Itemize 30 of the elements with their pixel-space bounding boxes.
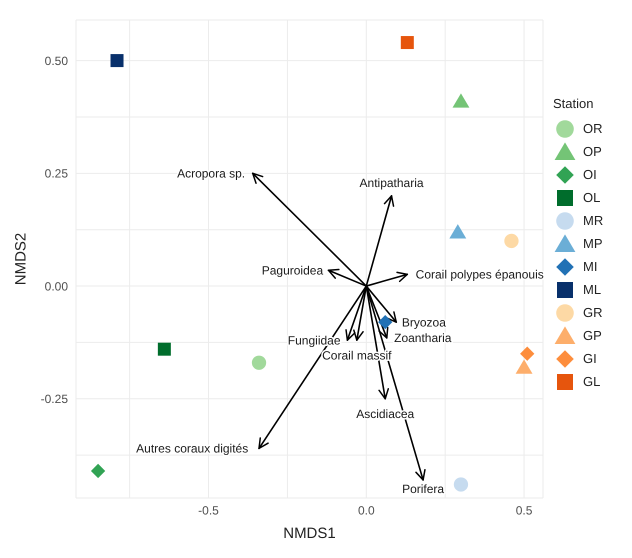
y-tick-label: 0.25 — [44, 166, 68, 181]
series-label: Porifera — [402, 482, 444, 496]
y-tick-label: 0.50 — [44, 54, 68, 68]
legend-label: OR — [583, 121, 602, 136]
legend-label: GI — [583, 351, 597, 366]
series-label: Paguroidea — [262, 263, 324, 278]
legend-label: MI — [583, 259, 598, 274]
series-label: Corail polypes épanouis — [416, 268, 544, 282]
legend-label: MR — [583, 213, 604, 228]
y-tick-label: 0.00 — [44, 279, 68, 294]
legend-label: GR — [583, 305, 602, 320]
series-label: Autres coraux digités — [136, 442, 248, 456]
legend-label: GP — [583, 328, 602, 343]
x-tick-label: 0.5 — [516, 504, 533, 518]
x-tick-label: 0.0 — [358, 504, 375, 518]
x-tick-label: -0.5 — [198, 504, 220, 518]
legend-label: MP — [583, 236, 602, 251]
y-axis-title: NMDS2 — [12, 232, 30, 286]
legend-label: GL — [583, 374, 600, 389]
y-tick-label: -0.25 — [40, 392, 68, 406]
series-label: Zoantharia — [394, 331, 452, 346]
series-label: Antipatharia — [360, 176, 424, 190]
legend-label: OP — [583, 144, 602, 159]
x-axis-title: NMDS1 — [283, 525, 336, 542]
series-label: Bryozoa — [402, 315, 446, 330]
legend-label: OL — [583, 190, 600, 205]
legend-label: OI — [583, 167, 597, 182]
legend-label: ML — [583, 282, 602, 297]
legend-title: Station — [553, 96, 594, 111]
series-label: Acropora sp. — [177, 166, 246, 181]
